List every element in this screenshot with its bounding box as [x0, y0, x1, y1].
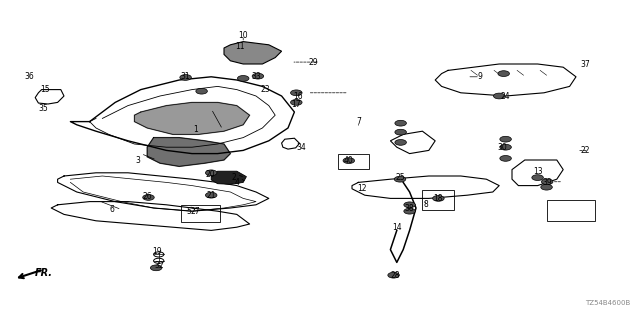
- Polygon shape: [224, 42, 282, 64]
- Text: 14: 14: [392, 223, 402, 232]
- Text: 1: 1: [193, 125, 198, 134]
- Text: 7: 7: [356, 117, 361, 126]
- Polygon shape: [147, 138, 230, 166]
- Text: 27: 27: [190, 207, 200, 216]
- Text: 12: 12: [357, 184, 366, 193]
- Text: 40: 40: [344, 156, 354, 164]
- Text: 10: 10: [238, 31, 248, 40]
- Text: 15: 15: [40, 85, 50, 94]
- Text: 36: 36: [24, 72, 34, 81]
- Text: 4: 4: [234, 178, 239, 187]
- Text: 17: 17: [291, 100, 301, 108]
- Text: 21: 21: [207, 191, 216, 200]
- Text: 34: 34: [296, 143, 306, 152]
- Circle shape: [196, 88, 207, 94]
- Polygon shape: [134, 102, 250, 134]
- Text: 23: 23: [260, 85, 271, 94]
- Text: 5: 5: [186, 207, 191, 216]
- Circle shape: [404, 202, 415, 208]
- Circle shape: [498, 71, 509, 76]
- Text: 11: 11: [236, 42, 244, 51]
- Circle shape: [532, 175, 543, 180]
- Circle shape: [433, 196, 444, 201]
- Circle shape: [143, 195, 154, 200]
- Text: 3: 3: [135, 156, 140, 164]
- Circle shape: [237, 76, 249, 81]
- Circle shape: [343, 158, 355, 164]
- Circle shape: [500, 144, 511, 150]
- Polygon shape: [211, 171, 246, 184]
- Text: 30: 30: [497, 143, 508, 152]
- Text: 32: 32: [154, 261, 164, 270]
- Text: FR.: FR.: [35, 268, 53, 278]
- Text: 9: 9: [477, 72, 483, 81]
- Text: 29: 29: [308, 58, 319, 67]
- Text: 39: 39: [542, 178, 552, 187]
- Text: 22: 22: [581, 146, 590, 155]
- Circle shape: [291, 90, 302, 96]
- Circle shape: [541, 184, 552, 190]
- Circle shape: [180, 75, 191, 80]
- Circle shape: [252, 73, 264, 79]
- Circle shape: [395, 140, 406, 145]
- Text: 31: 31: [180, 72, 191, 81]
- Text: 19: 19: [152, 247, 162, 256]
- Text: 13: 13: [532, 167, 543, 176]
- Text: 28: 28: [391, 271, 400, 280]
- Circle shape: [205, 170, 217, 176]
- Circle shape: [500, 136, 511, 142]
- Text: 25: 25: [395, 173, 405, 182]
- Text: 2: 2: [231, 173, 236, 182]
- Circle shape: [205, 192, 217, 198]
- Text: TZ54B4600B: TZ54B4600B: [585, 300, 630, 306]
- Circle shape: [493, 93, 505, 99]
- Text: 20: 20: [205, 170, 215, 179]
- Circle shape: [541, 179, 553, 185]
- Circle shape: [395, 120, 406, 126]
- Circle shape: [500, 156, 511, 161]
- Text: 33: 33: [251, 72, 261, 81]
- Circle shape: [404, 208, 415, 214]
- Text: 8: 8: [423, 200, 428, 209]
- Text: 6: 6: [109, 205, 115, 214]
- Text: 18: 18: [434, 194, 443, 203]
- Text: 24: 24: [500, 92, 511, 100]
- Circle shape: [291, 100, 302, 105]
- Text: 35: 35: [38, 104, 49, 113]
- Circle shape: [150, 265, 162, 271]
- Text: 38: 38: [404, 204, 415, 212]
- Circle shape: [388, 272, 399, 278]
- Text: 16: 16: [292, 92, 303, 100]
- Text: 26: 26: [142, 192, 152, 201]
- Circle shape: [394, 176, 406, 182]
- Circle shape: [395, 129, 406, 135]
- Text: 37: 37: [580, 60, 591, 68]
